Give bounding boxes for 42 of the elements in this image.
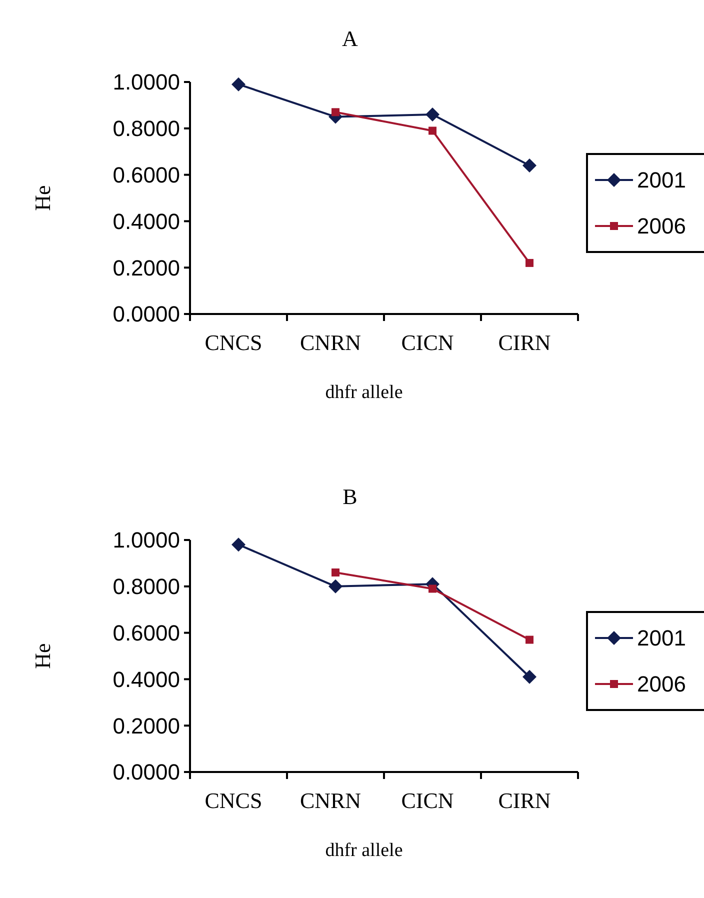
point bbox=[526, 636, 534, 644]
y-tick-label: 0.2000 bbox=[112, 713, 180, 738]
point bbox=[426, 107, 440, 122]
point bbox=[522, 670, 536, 684]
y-tick-label: 0.4000 bbox=[112, 208, 180, 234]
point bbox=[428, 126, 436, 135]
point bbox=[522, 158, 536, 173]
point bbox=[232, 77, 246, 92]
x-tick-label: CNRN bbox=[300, 330, 362, 355]
legend-label: 2001 bbox=[637, 626, 686, 651]
point bbox=[526, 258, 534, 267]
legend-label: 2006 bbox=[637, 214, 686, 239]
y-axis-title: He bbox=[30, 185, 55, 211]
y-tick-label: 0.2000 bbox=[112, 255, 180, 280]
x-tick-label: CICN bbox=[401, 330, 454, 355]
point bbox=[428, 584, 436, 593]
y-tick-label: 1.0000 bbox=[112, 528, 180, 553]
y-tick-label: 0.0000 bbox=[112, 302, 180, 327]
y-tick-label: 0.6000 bbox=[112, 620, 180, 646]
x-axis-title: dhfr allele bbox=[325, 840, 403, 861]
x-tick-label: CNRN bbox=[300, 788, 362, 813]
x-tick-label: CNCS bbox=[204, 788, 262, 813]
point bbox=[232, 538, 246, 552]
y-tick-label: 0.8000 bbox=[112, 116, 180, 142]
y-tick-label: 0.4000 bbox=[112, 666, 180, 692]
chart-title: A bbox=[342, 26, 358, 51]
y-axis-title: He bbox=[30, 643, 55, 669]
point bbox=[332, 568, 340, 576]
legend-label: 2001 bbox=[637, 168, 686, 193]
x-axis-title: dhfr allele bbox=[325, 382, 403, 403]
x-tick-label: CICN bbox=[401, 788, 454, 813]
y-tick-label: 0.8000 bbox=[112, 574, 180, 600]
y-tick-label: 1.0000 bbox=[112, 70, 180, 95]
legend-label: 2006 bbox=[637, 672, 686, 697]
y-tick-label: 0.0000 bbox=[112, 760, 180, 785]
y-tick-label: 0.6000 bbox=[112, 162, 180, 188]
x-tick-label: CIRN bbox=[498, 788, 551, 813]
x-tick-label: CNCS bbox=[204, 330, 262, 355]
point bbox=[332, 108, 340, 116]
point bbox=[328, 579, 342, 594]
chart-title: B bbox=[342, 484, 358, 509]
x-tick-label: CIRN bbox=[498, 330, 551, 355]
